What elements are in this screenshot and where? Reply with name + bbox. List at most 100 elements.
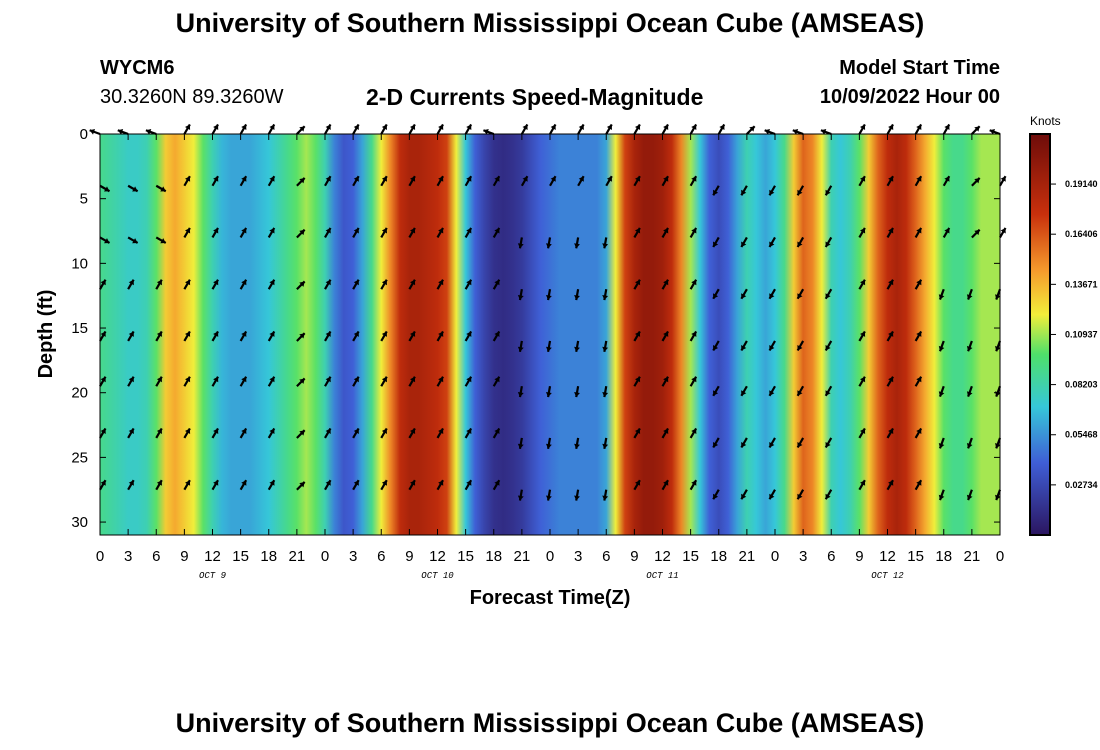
current-arrow xyxy=(792,129,804,136)
current-arrow xyxy=(267,330,276,342)
current-arrow xyxy=(89,129,101,136)
current-arrow xyxy=(886,427,894,439)
current-arrow xyxy=(689,376,698,387)
x-axis-title: Forecast Time(Z) xyxy=(470,587,631,609)
colorbar-tick-label: 0.05468 xyxy=(1065,430,1098,440)
current-arrow xyxy=(408,279,416,290)
current-arrow xyxy=(995,288,1002,300)
current-arrow xyxy=(717,123,726,135)
current-arrow xyxy=(938,489,945,501)
current-arrow xyxy=(602,386,609,398)
current-arrow xyxy=(183,279,191,290)
y-tick-label: 0 xyxy=(80,126,88,143)
current-arrow xyxy=(633,427,641,439)
current-arrow xyxy=(602,289,609,301)
current-arrow xyxy=(712,185,720,196)
current-arrow xyxy=(574,489,580,501)
x-tick-label: 6 xyxy=(827,548,835,565)
day-label: OCT 9 xyxy=(199,571,227,581)
current-arrow xyxy=(408,175,416,187)
model-start-value: 10/09/2022 Hour 00 xyxy=(819,86,1000,108)
current-arrow xyxy=(858,279,866,290)
current-arrow xyxy=(999,175,1007,187)
current-arrow xyxy=(324,279,332,290)
current-arrow xyxy=(239,123,248,135)
current-arrow xyxy=(464,227,473,239)
current-arrow xyxy=(689,123,698,135)
current-arrow xyxy=(211,279,219,290)
current-arrow xyxy=(914,123,923,135)
current-arrow xyxy=(886,376,894,387)
current-arrow xyxy=(689,330,698,342)
current-arrow xyxy=(296,429,306,439)
current-arrow xyxy=(352,330,360,342)
current-arrow xyxy=(768,489,776,500)
current-arrow xyxy=(858,227,866,239)
current-arrow xyxy=(796,340,805,352)
current-arrow xyxy=(824,437,833,449)
current-arrow xyxy=(971,177,981,187)
current-arrow xyxy=(661,227,669,239)
current-arrow xyxy=(824,185,833,196)
y-tick-label: 5 xyxy=(80,191,88,208)
current-arrow xyxy=(436,175,444,187)
current-arrow xyxy=(712,340,720,352)
current-arrow xyxy=(740,437,748,449)
x-tick-label: 21 xyxy=(739,548,756,565)
current-arrow xyxy=(211,123,219,135)
y-tick-label: 30 xyxy=(71,514,88,531)
current-arrow xyxy=(127,279,135,290)
x-tick-label: 0 xyxy=(96,548,104,565)
current-arrow xyxy=(661,279,669,290)
current-arrow xyxy=(574,437,580,450)
station-id: WYCM6 xyxy=(100,57,175,79)
x-tick-label: 12 xyxy=(429,548,446,565)
current-arrow xyxy=(436,123,444,135)
current-arrow xyxy=(99,330,107,342)
current-arrow xyxy=(127,479,135,491)
current-arrow xyxy=(127,236,139,244)
current-arrow xyxy=(296,280,306,291)
current-arrow xyxy=(352,227,360,239)
current-arrow xyxy=(155,184,167,193)
current-arrow xyxy=(689,279,698,290)
current-arrow xyxy=(517,386,524,398)
current-arrow xyxy=(886,227,894,239)
current-arrow xyxy=(408,330,416,342)
current-arrow xyxy=(796,185,805,196)
current-arrow xyxy=(408,227,416,239)
current-arrow xyxy=(324,175,332,187)
current-arrow xyxy=(464,123,473,135)
current-arrow xyxy=(239,479,248,491)
current-arrow xyxy=(380,427,388,439)
current-arrow xyxy=(938,437,945,449)
y-axis: 0 5 10 15 20 25 30 xyxy=(71,126,1000,531)
current-arrow xyxy=(574,289,580,301)
current-arrow xyxy=(740,236,748,248)
current-arrow xyxy=(633,330,641,342)
current-arrow xyxy=(520,123,529,135)
current-arrow xyxy=(999,227,1007,239)
x-tick-label: 0 xyxy=(996,548,1004,565)
current-arrow xyxy=(545,237,552,249)
current-arrow xyxy=(492,227,501,239)
y-tick-label: 25 xyxy=(71,449,88,466)
heatmap-field xyxy=(100,134,1000,535)
current-arrow xyxy=(517,437,524,450)
current-arrow xyxy=(155,479,163,491)
current-arrow xyxy=(768,437,776,449)
current-arrow xyxy=(602,437,609,450)
colorbar-tick-label: 0.08203 xyxy=(1065,380,1098,390)
current-arrow xyxy=(324,376,332,387)
heatmap xyxy=(100,134,1000,535)
x-tick-label: 18 xyxy=(935,548,952,565)
current-arrow xyxy=(914,330,923,342)
current-arrow xyxy=(492,376,501,387)
colorbar xyxy=(1029,133,1051,536)
current-arrow xyxy=(145,129,157,136)
x-tick-label: 18 xyxy=(485,548,502,565)
current-arrow xyxy=(768,340,776,352)
x-tick-label: 3 xyxy=(349,548,357,565)
x-tick-label: 3 xyxy=(574,548,582,565)
current-arrow xyxy=(938,340,945,352)
